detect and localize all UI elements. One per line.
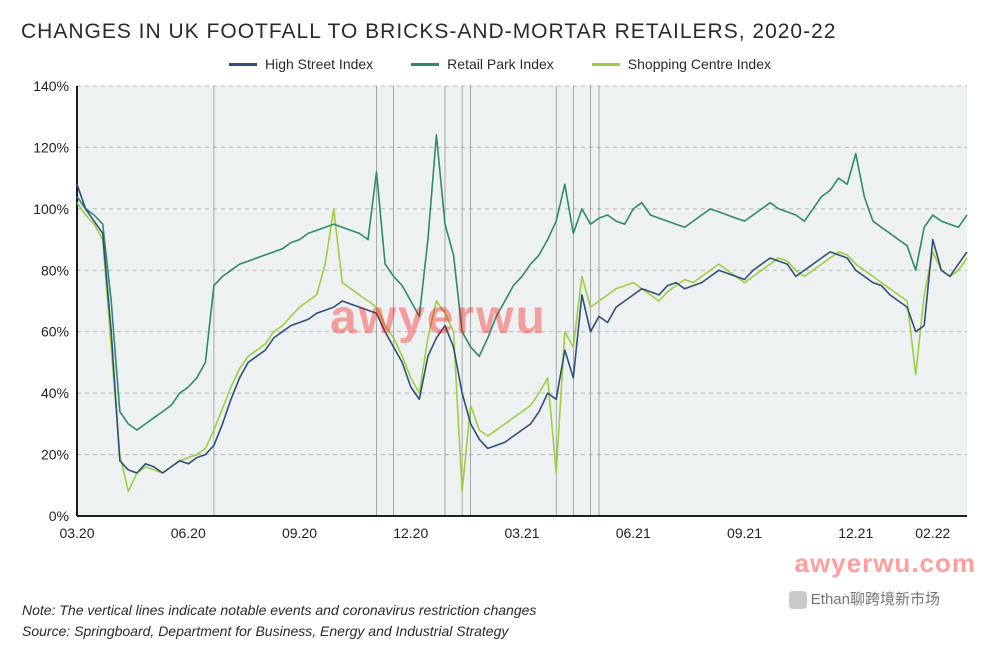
svg-text:140%: 140% [33,78,69,94]
svg-text:60%: 60% [41,324,69,340]
svg-text:20%: 20% [41,447,69,463]
svg-text:120%: 120% [33,139,69,155]
svg-text:03.20: 03.20 [59,525,94,541]
legend-item: High Street Index [229,56,373,72]
legend-swatch [592,63,620,66]
legend: High Street Index Retail Park Index Shoppi… [15,56,985,72]
legend-label: High Street Index [265,56,373,72]
legend-swatch [411,63,439,66]
svg-text:02.22: 02.22 [915,525,950,541]
legend-item: Retail Park Index [411,56,554,72]
legend-label: Shopping Centre Index [628,56,771,72]
wechat-attribution: Ethan聊跨境新市场 [789,588,940,609]
chart-plot: 0% 20% 40% 60% 80% 100% 120% 140% 03.20 06.20 09.2… [15,78,985,558]
svg-text:12.21: 12.21 [838,525,873,541]
svg-text:12.20: 12.20 [393,525,428,541]
note-line2: Source: Springboard, Department for Busi… [22,621,536,642]
svg-text:09.20: 09.20 [282,525,317,541]
svg-text:06.21: 06.21 [616,525,651,541]
legend-swatch [229,63,257,66]
svg-text:03.21: 03.21 [504,525,539,541]
svg-text:80%: 80% [41,262,69,278]
svg-text:09.21: 09.21 [727,525,762,541]
svg-text:100%: 100% [33,201,69,217]
legend-label: Retail Park Index [447,56,554,72]
chart-footnote: Note: The vertical lines indicate notabl… [22,600,536,642]
note-line1: Note: The vertical lines indicate notabl… [22,600,536,621]
svg-text:0%: 0% [49,508,69,524]
legend-item: Shopping Centre Index [592,56,771,72]
svg-text:06.20: 06.20 [171,525,206,541]
svg-text:40%: 40% [41,385,69,401]
chart-title: CHANGES IN UK FOOTFALL TO BRICKS-AND-MOR… [21,20,979,44]
watermark-site: awyerwu.com [794,548,976,579]
wechat-icon [789,591,807,609]
